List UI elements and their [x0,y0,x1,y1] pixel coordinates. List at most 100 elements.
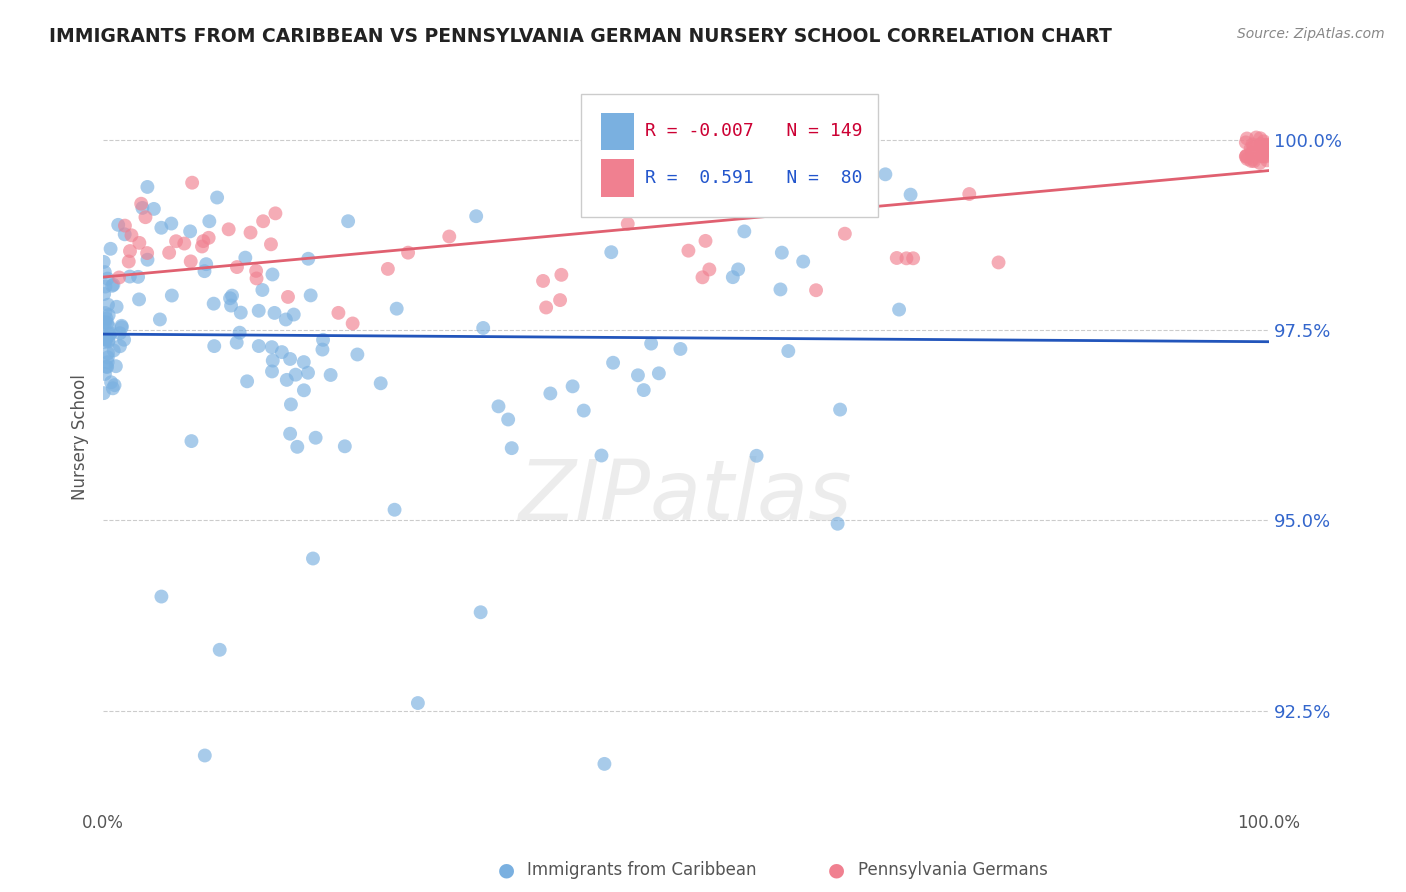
Point [202,339,225,353]
Point [173,236,195,251]
Point [1251,141,1274,155]
Point [219,291,242,305]
Point [114,219,136,233]
Point [692,270,714,285]
Point [252,283,274,297]
Point [239,226,262,240]
Point [105,300,128,314]
Point [1240,153,1263,168]
Point [900,187,922,202]
Point [165,234,187,248]
Point [100,326,122,341]
Point [110,318,132,333]
Point [1234,150,1257,164]
Point [127,269,149,284]
Point [108,270,131,285]
Point [770,245,793,260]
Point [225,335,247,350]
Point [470,605,492,619]
Point [396,245,419,260]
Point [561,379,583,393]
Point [733,224,755,238]
Point [730,180,752,194]
Point [531,274,554,288]
Point [627,368,650,383]
Point [245,271,267,285]
Point [627,194,650,208]
Point [111,320,134,334]
Point [97,308,120,322]
Point [160,288,183,302]
Point [278,426,301,441]
Point [103,343,125,358]
Point [197,231,219,245]
Point [377,261,399,276]
Text: ●: ● [828,860,845,880]
Point [1234,136,1257,150]
Point [292,355,315,369]
Point [328,306,350,320]
Point [247,303,270,318]
Point [1257,142,1279,156]
Point [827,516,849,531]
Point [901,252,924,266]
Point [496,412,519,426]
Text: IMMIGRANTS FROM CARIBBEAN VS PENNSYLVANIA GERMAN NURSERY SCHOOL CORRELATION CHAR: IMMIGRANTS FROM CARIBBEAN VS PENNSYLVANI… [49,27,1112,45]
Point [202,296,225,310]
Point [98,320,121,334]
Point [229,305,252,319]
Point [285,440,308,454]
Point [180,434,202,449]
Point [896,252,918,266]
Point [830,402,852,417]
Point [160,217,183,231]
Point [1254,137,1277,152]
Point [1236,131,1258,145]
Point [1241,153,1264,167]
Point [616,217,638,231]
Point [263,306,285,320]
Point [191,239,214,253]
Point [384,502,406,516]
Point [94,265,117,279]
Point [129,196,152,211]
Point [136,252,159,267]
Point [602,356,624,370]
Point [179,224,201,238]
Point [180,254,202,268]
Point [278,351,301,366]
Point [1236,152,1258,166]
Point [264,206,287,220]
Point [118,254,141,268]
Point [783,162,806,177]
Point [648,367,671,381]
Point [299,288,322,302]
Point [385,301,408,316]
Point [194,748,217,763]
Point [591,449,613,463]
Point [804,283,827,297]
Point [333,439,356,453]
Point [208,642,231,657]
Point [112,333,135,347]
Point [94,315,117,329]
Point [97,351,120,365]
Point [302,551,325,566]
Point [297,252,319,266]
Point [274,312,297,326]
Bar [600,160,634,197]
Point [640,336,662,351]
Point [280,397,302,411]
Point [114,227,136,242]
Point [96,271,118,285]
Point [346,347,368,361]
Text: ZIPatlas: ZIPatlas [519,456,853,537]
Point [276,373,298,387]
Point [96,316,118,330]
Point [221,288,243,302]
Point [226,260,249,274]
Point [94,332,117,346]
Point [101,381,124,395]
Point [107,218,129,232]
Point [957,187,980,202]
